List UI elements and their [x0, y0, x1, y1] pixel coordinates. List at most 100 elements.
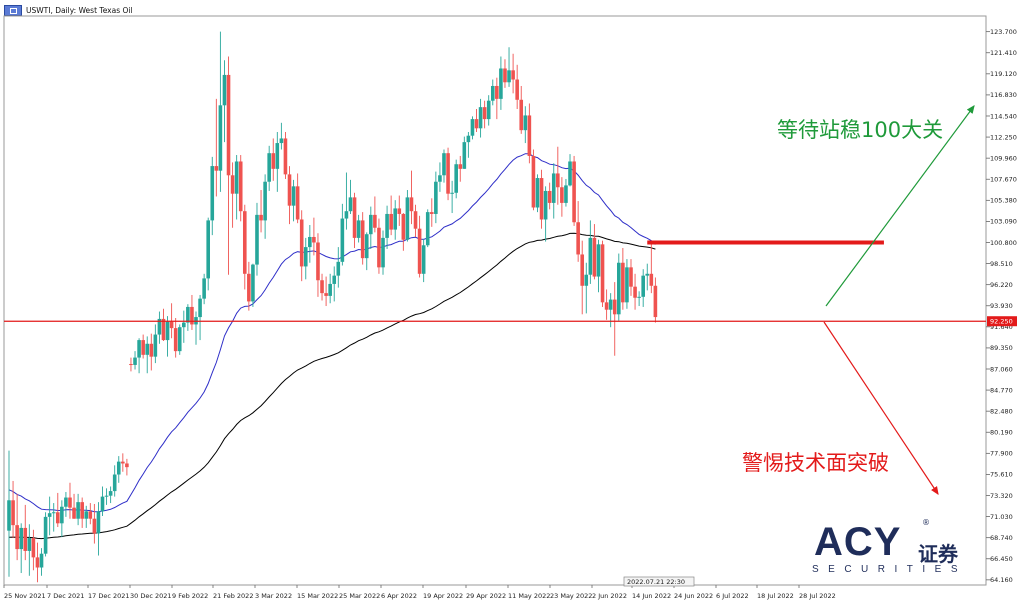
candle-body	[149, 343, 154, 357]
candle-body	[377, 227, 381, 268]
candle	[11, 480, 15, 539]
candle-body	[255, 214, 259, 265]
candle	[385, 205, 389, 249]
candle	[495, 77, 499, 120]
candle	[401, 213, 406, 251]
chart-window-icon[interactable]	[4, 4, 22, 16]
candle-body	[55, 512, 60, 524]
candle	[299, 210, 304, 282]
candle-body	[145, 343, 150, 355]
candle	[523, 106, 528, 144]
candle-body	[222, 74, 227, 106]
x-tick-label: 25 Mar 2022	[339, 592, 380, 600]
candle-body	[401, 213, 406, 240]
candle	[608, 293, 613, 328]
candle-body	[267, 153, 271, 182]
candle	[51, 503, 56, 532]
candle-body	[397, 208, 402, 214]
candle	[653, 277, 658, 323]
candle	[568, 154, 572, 187]
candle-body	[625, 267, 629, 303]
candle	[454, 159, 458, 199]
candle	[360, 212, 365, 265]
candle	[218, 31, 223, 192]
y-tick-label: 84.770	[990, 386, 1013, 394]
crosshair-time-box	[623, 576, 695, 587]
candle-body	[580, 254, 585, 286]
candle	[238, 155, 243, 222]
candle	[157, 311, 162, 344]
candle	[470, 116, 475, 140]
candle	[47, 496, 52, 536]
y-tick-label: 121.410	[990, 49, 1017, 57]
crosshair-time-label: 2022.07.21 22:30	[627, 578, 685, 586]
candle	[596, 239, 601, 293]
x-tick-label: 14 Jun 2022	[632, 592, 671, 600]
candle-body	[352, 197, 357, 238]
candle	[560, 177, 564, 217]
x-tick-label: 2 Jun 2022	[592, 592, 627, 600]
candle	[259, 190, 263, 233]
candle-body	[60, 506, 64, 524]
candle	[511, 53, 515, 94]
candle	[177, 324, 182, 355]
candle	[462, 136, 467, 169]
candle	[499, 56, 503, 110]
candle	[352, 192, 357, 249]
candle-body	[653, 285, 658, 318]
candle	[182, 310, 186, 343]
candle-body	[568, 161, 572, 186]
candle	[64, 492, 68, 517]
candle	[547, 182, 552, 210]
candle	[206, 217, 211, 291]
candle	[612, 282, 617, 356]
candle	[324, 276, 328, 307]
candle	[637, 291, 641, 307]
candle-body	[637, 296, 641, 298]
candle-body	[649, 273, 654, 286]
candle-body	[312, 236, 316, 243]
candle-body	[112, 474, 117, 492]
candle-body	[263, 181, 267, 221]
candle-body	[173, 328, 178, 352]
candle-body	[373, 214, 377, 228]
candle-body	[308, 236, 312, 248]
candle	[60, 500, 64, 538]
candle-body	[226, 74, 231, 176]
candle-body	[283, 138, 288, 175]
candle	[43, 512, 48, 557]
candle-body	[364, 234, 369, 259]
candle-body	[596, 244, 601, 277]
candle-body	[474, 119, 479, 129]
candle	[535, 174, 540, 213]
candle	[275, 132, 280, 192]
candle-body	[486, 100, 491, 120]
x-tick-label: 15 Mar 2022	[297, 592, 338, 600]
candle	[364, 232, 369, 271]
candle-body	[405, 197, 410, 240]
y-tick-label: 114.540	[990, 112, 1017, 120]
candle-body	[295, 186, 300, 220]
candle-body	[434, 181, 438, 214]
candle-body	[96, 511, 101, 534]
y-tick-label: 100.800	[990, 239, 1017, 247]
candle-body	[31, 538, 36, 558]
candle-body	[356, 220, 361, 238]
candle-body	[511, 70, 515, 80]
candle-body	[320, 280, 324, 294]
y-tick-label: 91.640	[990, 323, 1013, 331]
candle	[210, 156, 215, 236]
candle	[234, 155, 239, 220]
candle	[283, 132, 288, 179]
candle	[7, 450, 11, 577]
candle-body	[275, 143, 280, 169]
candle-body	[588, 237, 593, 275]
candle	[149, 333, 154, 371]
candle	[527, 103, 532, 164]
candle	[458, 155, 463, 182]
candle-body	[389, 213, 393, 230]
candle	[165, 316, 170, 357]
candle-body	[600, 244, 605, 303]
candle	[625, 259, 629, 309]
